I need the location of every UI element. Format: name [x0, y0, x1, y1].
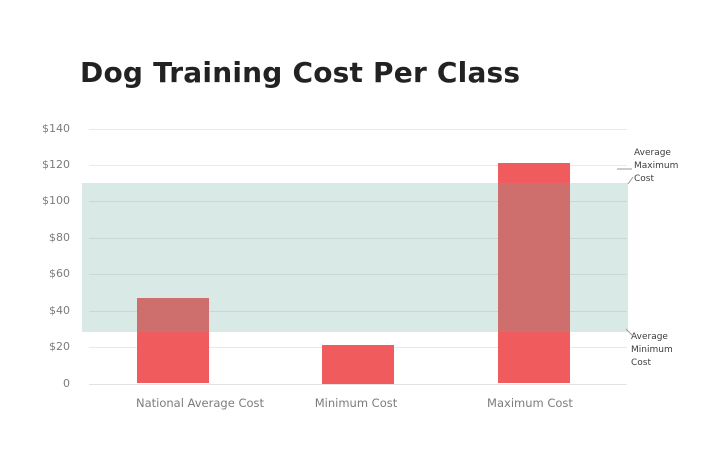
gridline-100: [89, 201, 627, 203]
bar-maximum-cost: [498, 163, 570, 384]
y-axis-tick-label: $140: [42, 121, 70, 135]
y-axis-tick-label: $60: [49, 267, 70, 281]
x-axis-label-minimum-cost: Minimum Cost: [314, 396, 398, 410]
chart-title: Dog Training Cost Per Class: [80, 56, 521, 89]
band-max-leader-icon: [617, 168, 634, 185]
x-axis-label-national-average-cost: National Average Cost: [135, 396, 265, 410]
y-axis-tick-label: $120: [42, 157, 70, 171]
y-axis-tick-label: $20: [49, 340, 70, 354]
gridline-80: [89, 237, 627, 239]
x-axis-label-maximum-cost: Maximum Cost: [487, 396, 573, 410]
y-axis-tick-label: $40: [49, 303, 70, 317]
y-axis-tick-label: $80: [49, 230, 70, 244]
bar-national-average-cost: [137, 297, 209, 384]
gridline-60: [89, 274, 627, 276]
gridline-140: [89, 128, 627, 130]
y-axis-tick-label: 0: [63, 376, 70, 390]
band-max-annotation: Average Maximum Cost: [634, 148, 679, 184]
gridline-120: [89, 164, 627, 166]
y-axis-tick-label: $100: [42, 194, 70, 208]
gridline-0: [89, 383, 627, 385]
bar-minimum-cost: [322, 345, 394, 384]
gridline-40: [89, 310, 627, 312]
band-min-annotation: Average Minimum Cost: [631, 332, 673, 368]
